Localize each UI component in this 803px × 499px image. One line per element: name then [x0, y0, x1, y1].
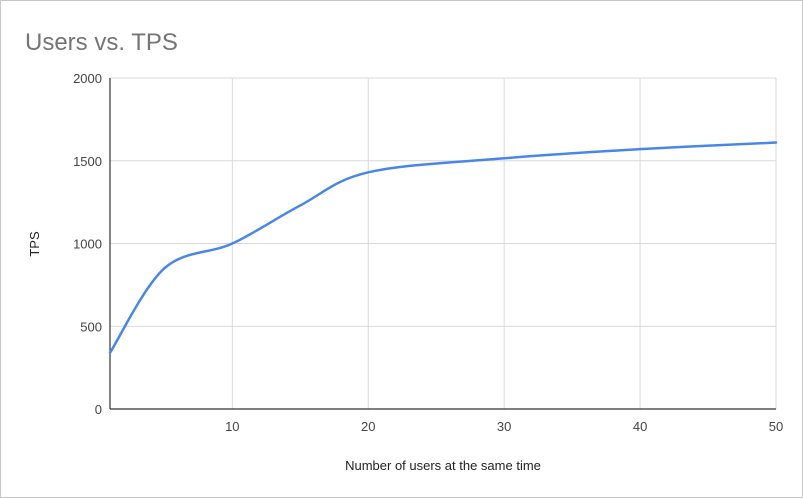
- y-tick-labels: 0 500 1000 1500 2000: [73, 71, 102, 417]
- y-tick-label: 500: [80, 319, 102, 334]
- y-axis-title: TPS: [27, 231, 42, 257]
- x-tick-label: 10: [225, 419, 239, 434]
- x-tick-label: 40: [633, 419, 647, 434]
- x-axis-title: Number of users at the same time: [345, 458, 541, 473]
- x-tick-labels: 10 20 30 40 50: [225, 419, 783, 434]
- series-line-tps: [108, 141, 778, 354]
- x-tick-label: 50: [769, 419, 783, 434]
- y-tick-label: 1000: [73, 237, 102, 252]
- y-gridlines: [110, 77, 776, 327]
- series-points: [108, 140, 779, 355]
- x-tick-label: 30: [497, 419, 511, 434]
- y-tick-label: 2000: [73, 71, 102, 86]
- chart-title: Users vs. TPS: [25, 29, 178, 56]
- y-tick-label: 1500: [73, 154, 102, 169]
- x-tick-label: 20: [361, 419, 375, 434]
- y-tick-label: 0: [95, 402, 102, 417]
